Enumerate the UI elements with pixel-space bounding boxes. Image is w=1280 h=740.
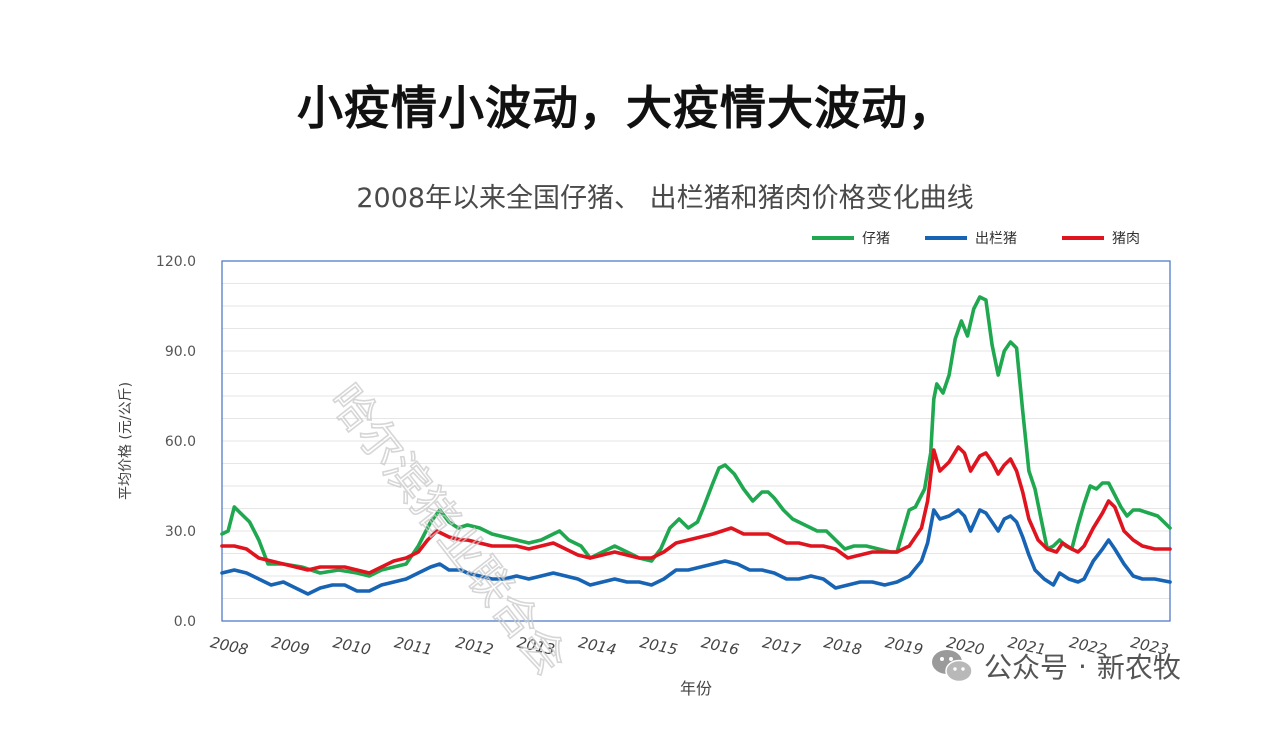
legend-label: 猪肉 [1112,231,1140,247]
y-tick-label: 0.0 [174,614,196,630]
source-account: 新农牧 [1096,651,1181,684]
x-tick-label: 2019 [884,633,925,659]
y-axis-label: 平均价格 (元/公斤) [118,382,134,500]
x-tick-label: 2008 [209,633,250,659]
y-tick-label: 60.0 [165,434,196,450]
y-tick-label: 90.0 [165,344,196,360]
source-separator: · [1078,649,1087,683]
x-axis-label: 年份 [680,679,712,698]
series-lines [220,295,1172,596]
series-line-出栏猪 [220,508,1172,596]
series-line-仔猪 [220,295,1172,578]
legend-label: 出栏猪 [975,231,1017,247]
source-watermark: 公众号 · 新农牧 [930,646,1181,686]
y-tick-label: 120.0 [156,254,196,270]
legend-label: 仔猪 [862,231,890,247]
y-tick-labels: 0.0 30.0 60.0 90.0 120.0 [156,254,196,630]
x-tick-label: 2017 [761,633,803,659]
chart-title: 2008年以来全国仔猪、 出栏猪和猪肉价格变化曲线 [356,183,974,214]
x-tick-label: 2009 [270,633,311,659]
source-platform: 公众号 [984,651,1069,684]
x-tick-label: 2016 [700,633,741,659]
wechat-icon [932,650,973,683]
plot-area-frame [221,260,1171,622]
legend: 仔猪 出栏猪 猪肉 [812,231,1140,247]
diagonal-watermark-text: 哈尔滨猪业联合会 [319,375,576,684]
x-tick-label: 2018 [822,633,863,659]
y-tick-label: 30.0 [165,524,196,540]
series-line-猪肉 [220,445,1172,575]
headline: 小疫情小波动，大疫情大波动， [297,81,955,135]
